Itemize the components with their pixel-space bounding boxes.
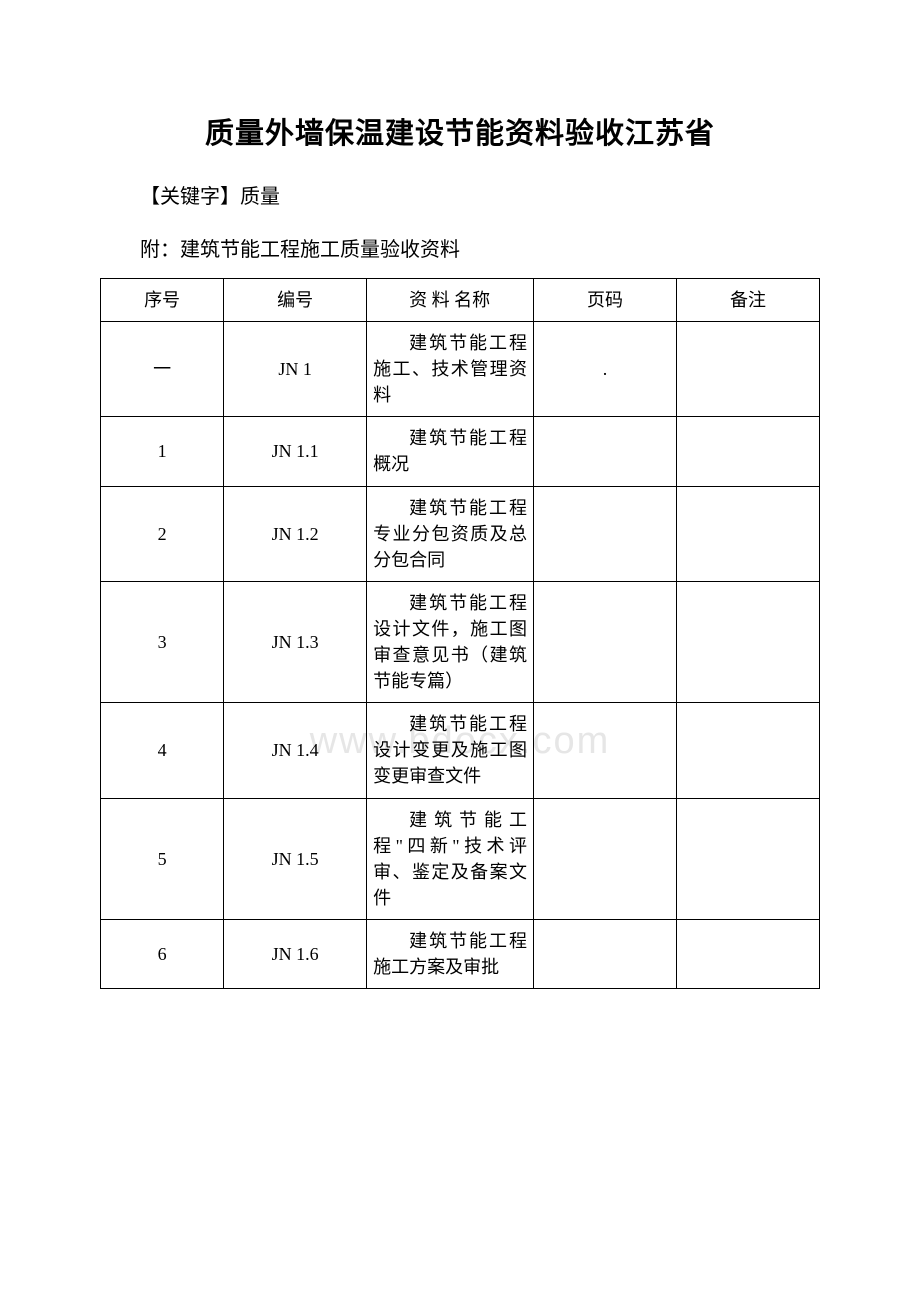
table-row: 2 JN 1.2 建筑节能工程专业分包资质及总分包合同 <box>101 486 820 581</box>
cell-seq: 3 <box>101 581 224 702</box>
cell-page: . <box>533 322 676 417</box>
cell-note <box>676 322 819 417</box>
table-row: 一 JN 1 建筑节能工程施工、技术管理资料 . <box>101 322 820 417</box>
cell-code: JN 1.1 <box>224 417 367 486</box>
cell-code: JN 1.2 <box>224 486 367 581</box>
materials-table: 序号 编号 资 料 名称 页码 备注 一 JN 1 建筑节能工程施工、技术管理资… <box>100 278 820 989</box>
cell-code: JN 1.6 <box>224 919 367 988</box>
cell-seq: 6 <box>101 919 224 988</box>
cell-note <box>676 919 819 988</box>
table-row: 6 JN 1.6 建筑节能工程施工方案及审批 <box>101 919 820 988</box>
cell-page <box>533 417 676 486</box>
table-row: 4 JN 1.4 建筑节能工程设计变更及施工图变更审查文件 <box>101 703 820 798</box>
cell-name: 建筑节能工程"四新"技术评审、鉴定及备案文件 <box>367 798 534 919</box>
cell-name: 建筑节能工程施工、技术管理资料 <box>367 322 534 417</box>
cell-note <box>676 798 819 919</box>
cell-page <box>533 703 676 798</box>
cell-name: 建筑节能工程专业分包资质及总分包合同 <box>367 486 534 581</box>
table-row: 5 JN 1.5 建筑节能工程"四新"技术评审、鉴定及备案文件 <box>101 798 820 919</box>
cell-seq: 1 <box>101 417 224 486</box>
table-header-row: 序号 编号 资 料 名称 页码 备注 <box>101 279 820 322</box>
cell-page <box>533 798 676 919</box>
cell-note <box>676 417 819 486</box>
cell-page <box>533 581 676 702</box>
cell-code: JN 1.3 <box>224 581 367 702</box>
cell-name: 建筑节能工程设计变更及施工图变更审查文件 <box>367 703 534 798</box>
cell-note <box>676 703 819 798</box>
cell-code: JN 1 <box>224 322 367 417</box>
cell-code: JN 1.5 <box>224 798 367 919</box>
header-name: 资 料 名称 <box>367 279 534 322</box>
cell-name: 建筑节能工程设计文件，施工图审查意见书（建筑节能专篇） <box>367 581 534 702</box>
table-row: 3 JN 1.3 建筑节能工程设计文件，施工图审查意见书（建筑节能专篇） <box>101 581 820 702</box>
cell-name: 建筑节能工程概况 <box>367 417 534 486</box>
header-page: 页码 <box>533 279 676 322</box>
keyword-line: 【关键字】质量 <box>100 180 820 209</box>
cell-seq: 4 <box>101 703 224 798</box>
page-title: 质量外墙保温建设节能资料验收江苏省 <box>100 110 820 152</box>
table-row: 1 JN 1.1 建筑节能工程概况 <box>101 417 820 486</box>
cell-note <box>676 581 819 702</box>
cell-note <box>676 486 819 581</box>
cell-page <box>533 919 676 988</box>
cell-seq: 5 <box>101 798 224 919</box>
cell-page <box>533 486 676 581</box>
cell-code: JN 1.4 <box>224 703 367 798</box>
cell-seq: 一 <box>101 322 224 417</box>
attachment-line: 附：建筑节能工程施工质量验收资料 <box>100 233 820 262</box>
cell-seq: 2 <box>101 486 224 581</box>
header-code: 编号 <box>224 279 367 322</box>
header-note: 备注 <box>676 279 819 322</box>
header-seq: 序号 <box>101 279 224 322</box>
cell-name: 建筑节能工程施工方案及审批 <box>367 919 534 988</box>
